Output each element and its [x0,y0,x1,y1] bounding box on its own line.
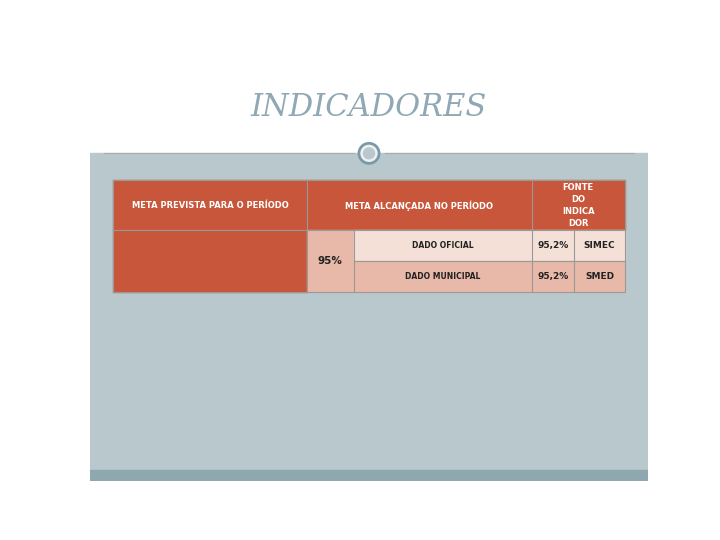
Text: 95,2%: 95,2% [537,241,569,250]
Text: INDICADORES: INDICADORES [251,92,487,123]
Text: SIMEC: SIMEC [584,241,616,250]
Bar [113,180,625,292]
Bar [532,231,575,261]
Bar [90,65,648,153]
Bar [575,231,625,261]
Bar [90,153,648,470]
Bar [354,261,532,292]
Circle shape [359,143,379,164]
Bar [113,231,307,292]
Text: 95%: 95% [318,256,343,266]
Text: META PREVISTA PARA O PERÍODO: META PREVISTA PARA O PERÍODO [132,201,289,210]
Circle shape [363,147,375,159]
Text: FONTE
DO
INDICA
DOR: FONTE DO INDICA DOR [562,183,595,227]
Bar [532,261,575,292]
Text: SMED: SMED [585,272,614,281]
Text: DADO OFICIAL: DADO OFICIAL [412,241,474,250]
Bar [307,231,354,292]
Bar [575,261,625,292]
Bar [354,231,532,261]
Text: 95,2%: 95,2% [537,272,569,281]
Bar [532,180,625,231]
Text: META ALCANÇADA NO PERÍODO: META ALCANÇADA NO PERÍODO [346,200,493,211]
Text: DADO MUNICIPAL: DADO MUNICIPAL [405,272,480,281]
Bar [307,180,532,231]
Bar [90,470,648,481]
Bar [113,180,307,231]
